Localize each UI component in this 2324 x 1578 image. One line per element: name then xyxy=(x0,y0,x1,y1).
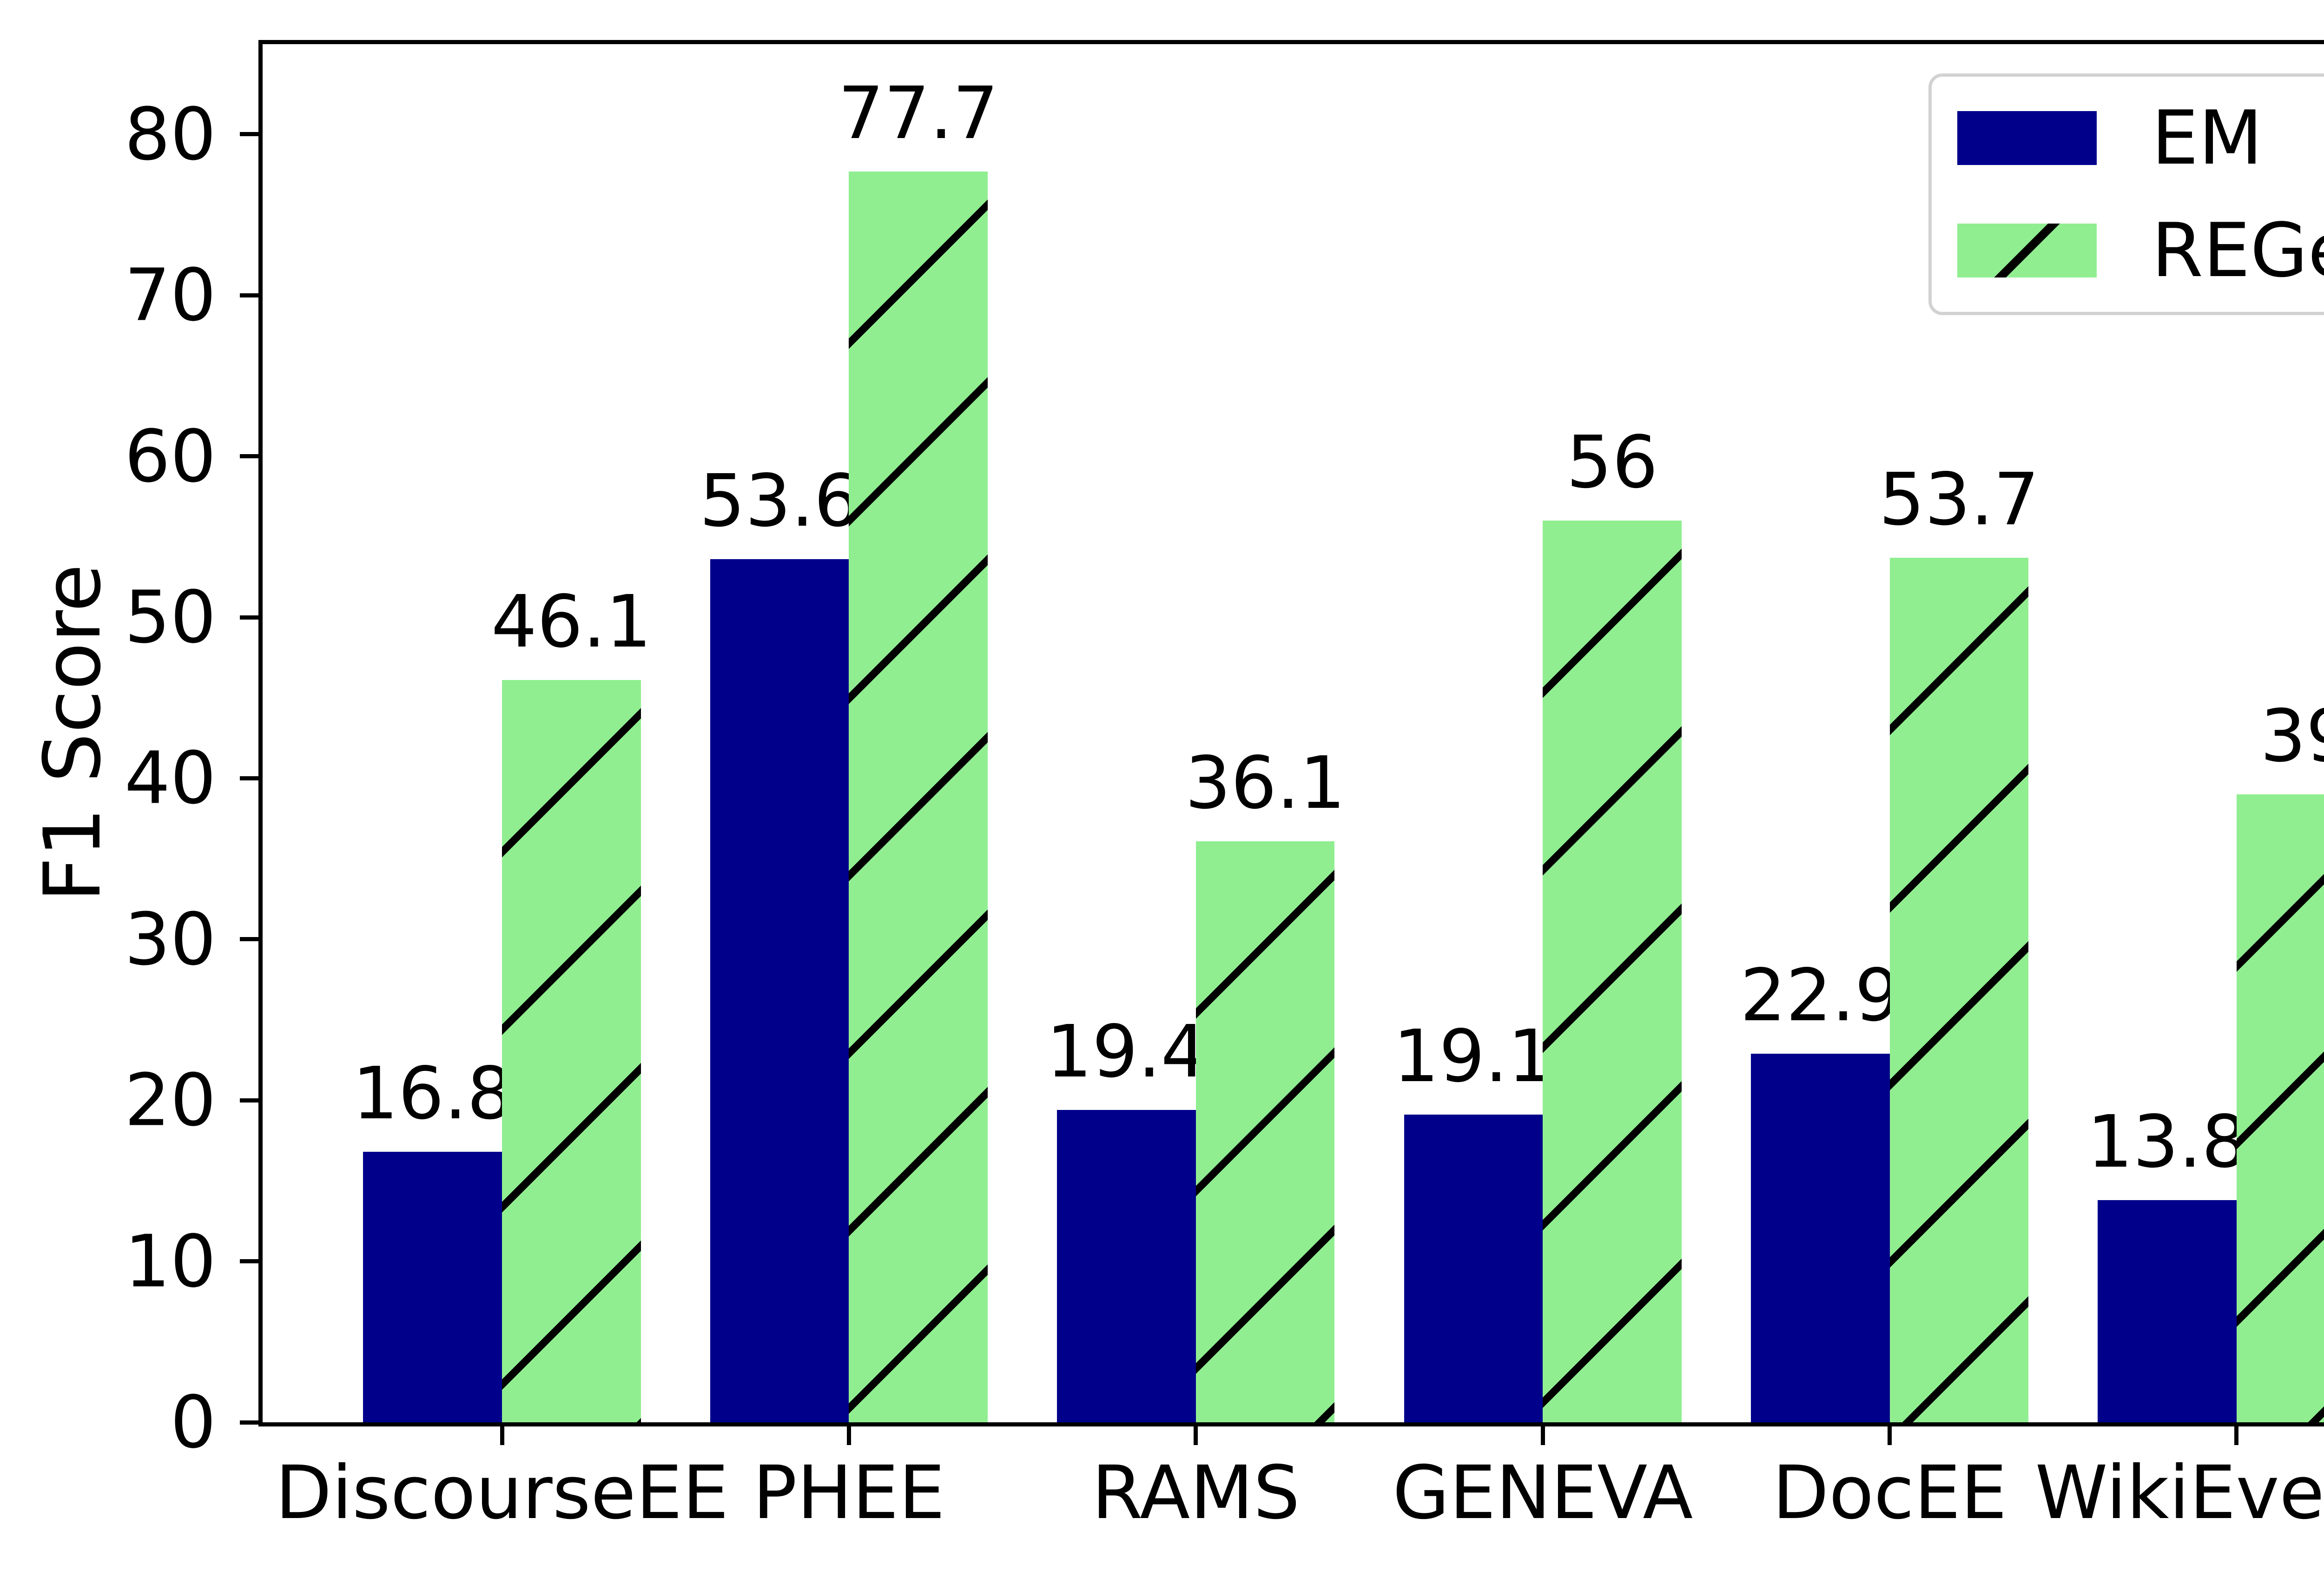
legend-label-em: EM xyxy=(2151,94,2263,181)
legend: EM REGen xyxy=(1928,73,2324,315)
bar-value-label-regen-wikievents: 39 xyxy=(2260,694,2324,779)
x-tick xyxy=(1194,1422,1198,1445)
y-tick xyxy=(240,1098,263,1103)
legend-row-regen: REGen xyxy=(1957,213,2324,288)
bar-value-label-em-docee: 22.9 xyxy=(1740,953,1901,1037)
plot-area: F1 Score EM REGen 01020304050607080Disco… xyxy=(27,40,2324,1530)
y-tick xyxy=(240,1420,263,1425)
bar-regen-docee xyxy=(1889,557,2029,1422)
y-tick xyxy=(240,454,263,459)
x-tick-label-discourseee: DiscourseEE xyxy=(275,1450,729,1536)
bar-em-phee xyxy=(710,559,849,1422)
y-tick xyxy=(240,1259,263,1264)
bar-value-label-regen-rams: 36.1 xyxy=(1185,740,1346,825)
bar-em-docee xyxy=(1751,1053,1890,1422)
y-tick-label: 60 xyxy=(124,414,216,499)
y-tick-label: 20 xyxy=(124,1058,216,1142)
y-tick xyxy=(240,132,263,137)
bar-value-label-regen-geneva: 56 xyxy=(1566,420,1658,505)
y-tick xyxy=(240,776,263,780)
bar-em-geneva xyxy=(1404,1115,1543,1422)
legend-swatch-regen-icon xyxy=(1957,224,2097,277)
legend-swatch-em-icon xyxy=(1957,111,2097,165)
x-tick-label-docee: DocEE xyxy=(1772,1450,2007,1536)
y-tick-label: 40 xyxy=(124,736,216,820)
x-tick-label-phee: PHEE xyxy=(753,1450,945,1536)
x-tick-label-geneva: GENEVA xyxy=(1393,1450,1693,1536)
bar-value-label-em-rams: 19.4 xyxy=(1046,1010,1207,1094)
bar-regen-discourseee xyxy=(502,680,641,1422)
bar-regen-rams xyxy=(1195,841,1335,1422)
bar-em-discourseee xyxy=(363,1152,502,1422)
x-tick xyxy=(500,1422,504,1445)
x-tick xyxy=(1540,1422,1545,1445)
bar-em-rams xyxy=(1057,1110,1196,1422)
bar-regen-phee xyxy=(849,171,988,1422)
legend-label-regen: REGen xyxy=(2151,207,2324,294)
y-tick xyxy=(240,615,263,620)
x-tick xyxy=(1888,1422,1892,1445)
bar-value-label-regen-phee: 77.7 xyxy=(838,71,999,155)
bar-value-label-regen-discourseee: 46.1 xyxy=(491,580,652,664)
bar-regen-wikievents xyxy=(2236,794,2324,1422)
y-tick xyxy=(240,293,263,297)
y-tick-label: 30 xyxy=(124,897,216,982)
y-tick xyxy=(240,937,263,942)
y-tick-label: 70 xyxy=(124,253,216,337)
x-tick-label-rams: RAMS xyxy=(1091,1450,1300,1536)
x-tick xyxy=(2234,1422,2239,1445)
x-tick-label-wikievents: WikiEvents xyxy=(2035,1450,2324,1536)
bar-em-wikievents xyxy=(2098,1200,2237,1422)
bar-value-label-em-phee: 53.6 xyxy=(699,459,860,543)
y-tick-label: 50 xyxy=(124,575,216,660)
legend-row-em: EM xyxy=(1957,101,2324,175)
bar-value-label-regen-docee: 53.7 xyxy=(1879,457,2040,541)
bar-value-label-em-wikievents: 13.8 xyxy=(2087,1100,2248,1184)
bar-value-label-em-discourseee: 16.8 xyxy=(352,1051,513,1136)
y-tick-label: 0 xyxy=(170,1380,216,1465)
bar-regen-geneva xyxy=(1543,521,1682,1422)
x-tick xyxy=(846,1422,851,1445)
y-tick-label: 10 xyxy=(124,1219,216,1304)
bar-value-label-em-geneva: 19.1 xyxy=(1393,1014,1554,1099)
y-tick-label: 80 xyxy=(124,92,216,177)
